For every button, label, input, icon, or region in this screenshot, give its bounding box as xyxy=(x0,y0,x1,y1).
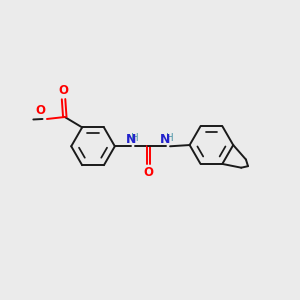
Text: O: O xyxy=(143,166,153,179)
Text: O: O xyxy=(58,84,69,97)
Text: H: H xyxy=(131,133,139,143)
Text: H: H xyxy=(166,133,174,143)
Text: O: O xyxy=(35,103,45,116)
Text: N: N xyxy=(160,133,170,146)
Text: N: N xyxy=(125,133,136,146)
